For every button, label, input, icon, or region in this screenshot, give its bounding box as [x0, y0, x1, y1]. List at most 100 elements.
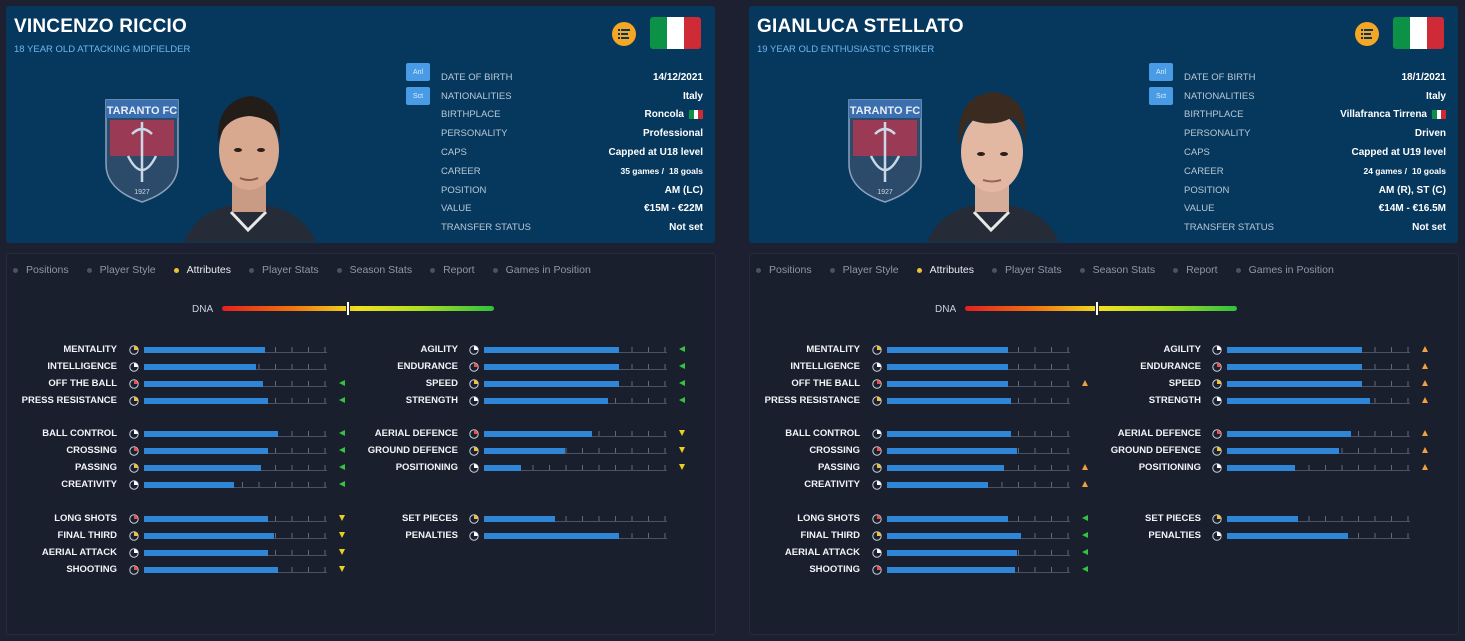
- attribute-row[interactable]: FINAL THIRD: [750, 529, 1450, 543]
- attribute-row[interactable]: LONG SHOTS: [750, 512, 1450, 526]
- attribute-row[interactable]: STRENGTH: [7, 394, 707, 408]
- attribute-row[interactable]: AERIAL ATTACK: [7, 546, 707, 560]
- tab-season-stats[interactable]: Season Stats: [1079, 264, 1155, 276]
- info-row: TRANSFER STATUS Not set: [441, 218, 703, 237]
- tab-label: Report: [443, 264, 475, 276]
- list-icon: [1361, 29, 1373, 39]
- player-name[interactable]: VINCENZO RICCIO: [14, 16, 187, 37]
- attribute-bar: [144, 364, 327, 370]
- attribute-row[interactable]: SHOOTING: [750, 563, 1450, 577]
- info-row: BIRTHPLACE Roncola: [441, 106, 704, 125]
- nationality-value[interactable]: Italy: [682, 90, 703, 102]
- attribute-bar-fill: [144, 398, 268, 404]
- attribute-row[interactable]: SET PIECES: [750, 512, 1450, 526]
- tab-dot: [336, 267, 342, 273]
- attribute-row[interactable]: MENTALITY: [750, 343, 1450, 357]
- attribute-row[interactable]: ENDURANCE: [750, 360, 1450, 374]
- role-dial-icon: [129, 480, 139, 490]
- attribute-row[interactable]: FINAL THIRD: [7, 529, 707, 543]
- birthplace-value[interactable]: Roncola: [644, 109, 684, 121]
- attribute-label: OFF THE BALL: [791, 378, 860, 389]
- attribute-row[interactable]: PRESS RESISTANCE: [750, 394, 1450, 408]
- tab-games-in-position[interactable]: Games in Position: [492, 264, 591, 276]
- attribute-row[interactable]: GROUND DEFENCE: [7, 444, 707, 458]
- attribute-row[interactable]: SHOOTING: [7, 563, 707, 577]
- info-label: VALUE: [441, 203, 472, 215]
- attributes-panel: Positions Player Style Attributes Player…: [6, 253, 716, 635]
- attribute-row[interactable]: POSITIONING: [7, 461, 707, 475]
- birthplace-value[interactable]: Villafranca Tirrena: [1340, 109, 1427, 121]
- attribute-row[interactable]: LONG SHOTS: [7, 512, 707, 526]
- player-name[interactable]: GIANLUCA STELLATO: [757, 16, 964, 37]
- attribute-row[interactable]: BALL CONTROL: [7, 427, 707, 441]
- attribute-row[interactable]: AERIAL ATTACK: [750, 546, 1450, 560]
- tab-positions[interactable]: Positions: [13, 264, 69, 276]
- tab-positions[interactable]: Positions: [756, 264, 812, 276]
- attribute-row[interactable]: INTELLIGENCE: [750, 360, 1450, 374]
- attribute-row[interactable]: AERIAL DEFENCE: [750, 427, 1450, 441]
- attribute-bar-fill: [144, 533, 274, 539]
- attribute-row[interactable]: ENDURANCE: [7, 360, 707, 374]
- scout-tag[interactable]: Sct: [1149, 87, 1173, 105]
- tab-report[interactable]: Report: [430, 264, 475, 276]
- trend-up-icon: [1082, 380, 1088, 386]
- tab-report[interactable]: Report: [1173, 264, 1218, 276]
- attribute-row[interactable]: CREATIVITY: [7, 478, 707, 492]
- tab-player-stats[interactable]: Player Stats: [249, 264, 319, 276]
- attribute-row[interactable]: CREATIVITY: [750, 478, 1450, 492]
- attribute-row[interactable]: PRESS RESISTANCE: [7, 394, 707, 408]
- tab-label: Player Style: [842, 264, 899, 276]
- attribute-row[interactable]: CROSSING: [750, 444, 1450, 458]
- scout-tag[interactable]: Sct: [406, 87, 430, 105]
- nationality-value[interactable]: Italy: [1425, 90, 1446, 102]
- role-dial-icon: [129, 379, 139, 389]
- transfer-status-value[interactable]: Not set: [1412, 222, 1446, 234]
- attribute-row[interactable]: CROSSING: [7, 444, 707, 458]
- attribute-row[interactable]: PENALTIES: [7, 529, 707, 543]
- attribute-row[interactable]: OFF THE BALL: [750, 377, 1450, 391]
- attribute-row[interactable]: PASSING: [750, 461, 1450, 475]
- list-icon: [618, 29, 630, 39]
- trend-left-icon: [1082, 515, 1088, 521]
- attribute-row[interactable]: SPEED: [7, 377, 707, 391]
- attribute-row[interactable]: INTELLIGENCE: [7, 360, 707, 374]
- attribute-row[interactable]: AGILITY: [7, 343, 707, 357]
- analyst-tag[interactable]: Anl: [1149, 63, 1173, 81]
- info-label: DATE OF BIRTH: [441, 71, 513, 83]
- attribute-bar: [1227, 381, 1410, 387]
- trend-down-icon: [339, 549, 345, 555]
- tab-player-style[interactable]: Player Style: [829, 264, 899, 276]
- analyst-tag[interactable]: Anl: [406, 63, 430, 81]
- tab-player-style[interactable]: Player Style: [86, 264, 156, 276]
- tab-season-stats[interactable]: Season Stats: [336, 264, 412, 276]
- tab-games-in-position[interactable]: Games in Position: [1235, 264, 1334, 276]
- role-dial-icon: [1212, 362, 1222, 372]
- attribute-row[interactable]: SPEED: [750, 377, 1450, 391]
- tab-attributes[interactable]: Attributes: [173, 264, 231, 276]
- attribute-row[interactable]: GROUND DEFENCE: [750, 444, 1450, 458]
- attribute-row[interactable]: MENTALITY: [7, 343, 707, 357]
- attribute-label: CROSSING: [809, 445, 860, 456]
- attribute-row[interactable]: POSITIONING: [750, 461, 1450, 475]
- attribute-row[interactable]: BALL CONTROL: [750, 427, 1450, 441]
- attribute-label: PRESS RESISTANCE: [764, 395, 860, 406]
- attribute-row[interactable]: AGILITY: [750, 343, 1450, 357]
- menu-button[interactable]: [612, 22, 636, 46]
- attribute-row[interactable]: STRENGTH: [750, 394, 1450, 408]
- attribute-row[interactable]: SET PIECES: [7, 512, 707, 526]
- transfer-status-value[interactable]: Not set: [669, 222, 703, 234]
- role-dial-icon: [872, 514, 882, 524]
- tab-attributes[interactable]: Attributes: [916, 264, 974, 276]
- attribute-row[interactable]: PENALTIES: [750, 529, 1450, 543]
- attribute-label: SET PIECES: [1145, 513, 1201, 524]
- tab-player-stats[interactable]: Player Stats: [992, 264, 1062, 276]
- attribute-bar: [144, 533, 327, 539]
- attribute-row[interactable]: AERIAL DEFENCE: [7, 427, 707, 441]
- tab-dot: [916, 267, 922, 273]
- menu-button[interactable]: [1355, 22, 1379, 46]
- attribute-row[interactable]: PASSING: [7, 461, 707, 475]
- club-crest-icon: TARANTO FC 1927: [848, 99, 922, 203]
- role-dial-icon: [872, 396, 882, 406]
- career-games: 24 games /: [1363, 166, 1407, 177]
- attribute-row[interactable]: OFF THE BALL: [7, 377, 707, 391]
